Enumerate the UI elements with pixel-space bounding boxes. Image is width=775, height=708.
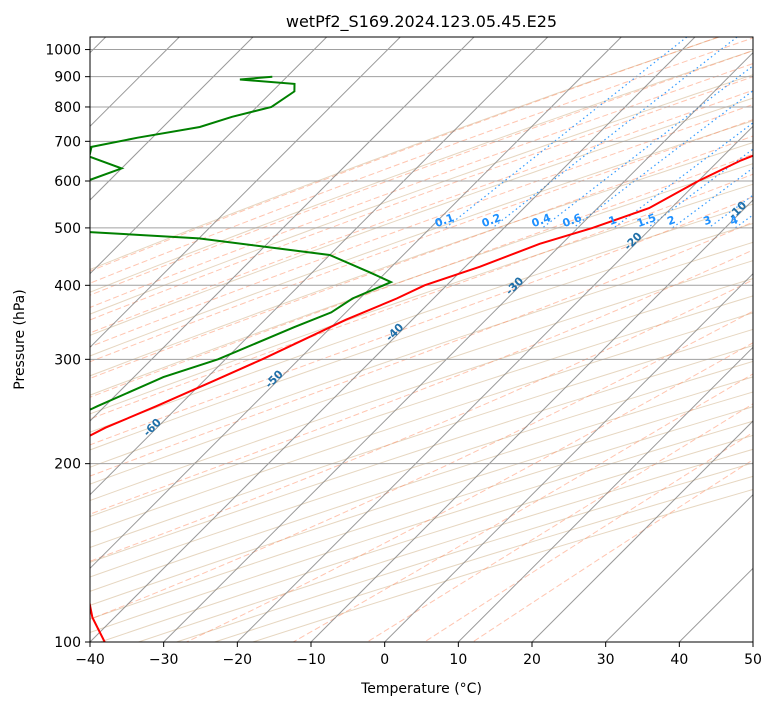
isotherm-line bbox=[384, 272, 753, 642]
mixing-ratio-line bbox=[492, 37, 738, 229]
x-tick-label: 30 bbox=[597, 652, 615, 668]
dry-adiabat bbox=[90, 222, 753, 451]
x-axis-label: Temperature (°C) bbox=[360, 681, 482, 697]
y-tick-label: 300 bbox=[54, 352, 81, 368]
dry-adiabat bbox=[90, 260, 753, 485]
dry-adiabat bbox=[90, 345, 753, 563]
isotherm-line bbox=[90, 37, 475, 422]
isotherm-line bbox=[90, 37, 549, 496]
moist-adiabat bbox=[90, 50, 753, 296]
isotherm-line bbox=[90, 37, 401, 349]
isotherm-line bbox=[163, 51, 753, 642]
x-tick-label: 50 bbox=[744, 652, 762, 668]
dry-adiabat bbox=[90, 312, 753, 533]
dewpoint-profile bbox=[90, 75, 394, 411]
y-axis-label: Pressure (hPa) bbox=[12, 289, 28, 389]
isotherm-line bbox=[531, 420, 753, 642]
plot-frame bbox=[89, 36, 754, 643]
temperature-profile bbox=[90, 154, 753, 642]
x-tick-label: −40 bbox=[75, 652, 105, 668]
isotherm-line bbox=[605, 493, 753, 642]
mixing-ratio-line bbox=[672, 167, 753, 229]
series-layer bbox=[90, 75, 753, 642]
y-tick-label: 100 bbox=[54, 635, 81, 651]
grid-lines bbox=[90, 37, 753, 642]
dry-adiabat bbox=[90, 163, 753, 396]
isotherm-line bbox=[90, 37, 696, 642]
dry-adiabat bbox=[90, 50, 753, 293]
moist-adiabat bbox=[292, 373, 753, 642]
dry-adiabat bbox=[90, 74, 753, 315]
dry-adiabat bbox=[90, 141, 753, 377]
chart-title: wetPf2_S169.2024.123.05.45.E25 bbox=[286, 12, 557, 32]
x-tick-label: 10 bbox=[449, 652, 467, 668]
mixing-ratio-label: 0.1 bbox=[433, 211, 456, 230]
moist-adiabat bbox=[90, 221, 753, 477]
y-tick-label: 500 bbox=[54, 221, 81, 237]
moist-adiabat bbox=[90, 196, 753, 446]
x-tick-label: −20 bbox=[223, 652, 253, 668]
dry-adiabat bbox=[90, 203, 753, 433]
x-tick-label: 0 bbox=[380, 652, 389, 668]
dry-adiabat bbox=[90, 391, 753, 606]
x-axis: −40 −30 −20 −10 0 10 20 30 40 50 bbox=[75, 642, 762, 668]
y-tick-label: 400 bbox=[54, 278, 81, 294]
isotherm-line bbox=[90, 37, 622, 570]
moist-adiabat bbox=[90, 37, 753, 284]
mixing-ratio-label: 1 bbox=[607, 213, 619, 228]
y-axis: 100 200 300 400 500 600 700 800 900 1000 bbox=[45, 43, 90, 651]
y-tick-label: 800 bbox=[54, 100, 81, 116]
y-tick-label: 600 bbox=[54, 174, 81, 190]
moist-adiabat bbox=[90, 76, 753, 321]
mixing-ratio-label: 0.4 bbox=[530, 211, 553, 230]
moist-adiabat bbox=[90, 249, 753, 515]
moist-adiabat bbox=[90, 37, 719, 272]
isotherm-line bbox=[90, 37, 328, 275]
dry-adiabat bbox=[90, 360, 753, 578]
mixing-ratio-label: 3 bbox=[702, 213, 714, 228]
mixing-ratio-label: 1.5 bbox=[635, 211, 658, 230]
dry-adiabat bbox=[90, 376, 753, 592]
x-tick-label: −10 bbox=[296, 652, 326, 668]
isotherm-line bbox=[236, 125, 753, 642]
x-tick-label: 20 bbox=[523, 652, 541, 668]
x-tick-label: −30 bbox=[149, 652, 179, 668]
moist-adiabat bbox=[90, 173, 753, 420]
dry-adiabat bbox=[90, 37, 720, 271]
y-tick-label: 200 bbox=[54, 457, 81, 473]
x-tick-label: 40 bbox=[670, 652, 688, 668]
dry-adiabat bbox=[90, 328, 753, 548]
mixing-ratio-label: 2 bbox=[665, 213, 677, 228]
isotherm-line bbox=[310, 199, 753, 642]
isotherm-line bbox=[457, 346, 753, 642]
moist-adiabat bbox=[186, 342, 753, 642]
mixing-ratio-label: 0.2 bbox=[480, 211, 503, 230]
mixing-ratio-line bbox=[647, 148, 753, 229]
isotherm-line bbox=[90, 37, 254, 201]
y-tick-label: 900 bbox=[54, 70, 81, 86]
dry-adiabat bbox=[90, 295, 753, 518]
mixing-ratio-line bbox=[445, 37, 688, 229]
mixing-ratio-label: 4 bbox=[728, 213, 740, 228]
mixing-ratio-line bbox=[572, 89, 753, 229]
dry-adiabat bbox=[90, 278, 753, 502]
y-tick-label: 1000 bbox=[45, 43, 81, 59]
mixing-ratio-label: 0.6 bbox=[561, 211, 584, 230]
y-tick-label: 700 bbox=[54, 134, 81, 150]
dry-adiabat bbox=[90, 97, 753, 336]
dry-adiabat bbox=[90, 241, 753, 468]
dry-adiabat bbox=[90, 183, 753, 415]
